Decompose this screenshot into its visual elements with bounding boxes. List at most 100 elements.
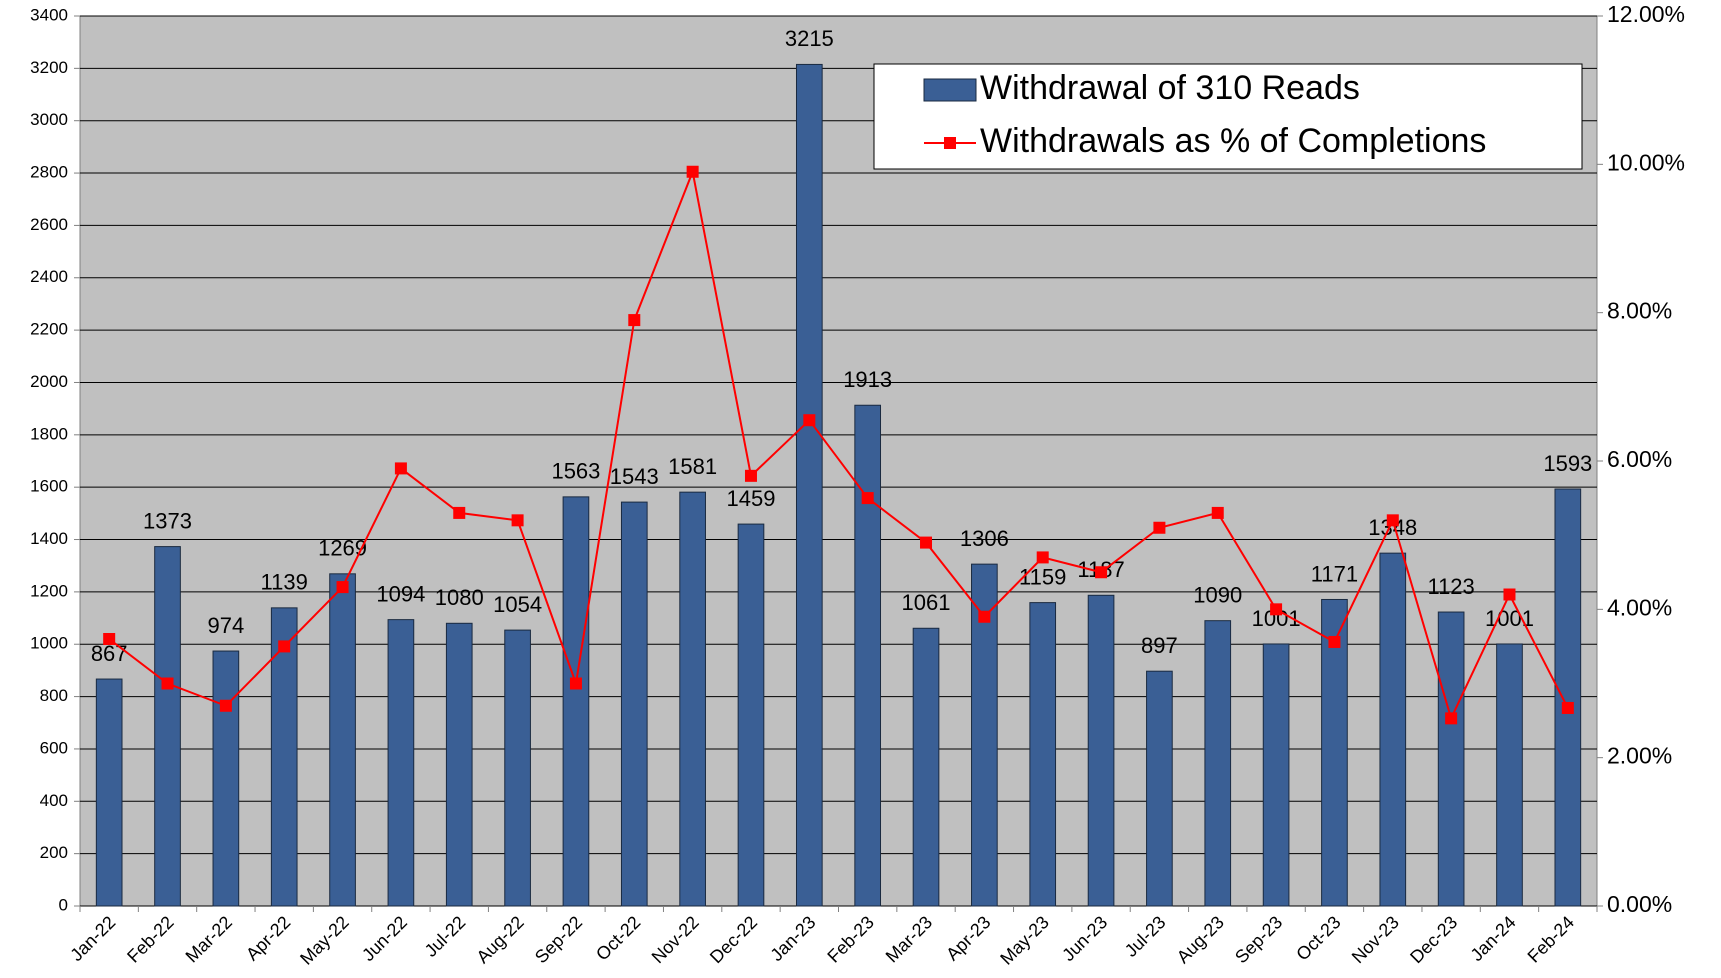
data-label: 1593 (1543, 451, 1592, 476)
data-label: 1061 (902, 590, 951, 615)
bar (1087, 594, 1115, 907)
x-tick-label: Apr-22 (242, 912, 294, 964)
data-label: 1054 (493, 592, 542, 617)
line-marker (394, 462, 407, 475)
data-label: 974 (208, 613, 245, 638)
y2-tick-label: 8.00% (1607, 298, 1672, 324)
x-tick-label: Nov-22 (648, 912, 703, 967)
bar (212, 650, 240, 907)
line-marker (1445, 712, 1458, 725)
bar (1204, 620, 1232, 907)
bar (95, 678, 123, 907)
bar (679, 491, 706, 907)
x-tick-label: Jan-23 (766, 912, 819, 965)
data-label: 1269 (318, 536, 367, 561)
x-tick-label: Apr-23 (942, 912, 994, 964)
y-tick-label: 1600 (30, 477, 68, 496)
x-tick-label: Jun-22 (358, 912, 411, 965)
line-marker (1036, 551, 1049, 564)
y-tick-label: 3200 (30, 58, 68, 77)
data-label: 1581 (668, 454, 717, 479)
y-tick-label: 800 (40, 686, 68, 705)
data-label: 1543 (610, 464, 659, 489)
bar (912, 627, 940, 907)
y-tick-label: 2800 (30, 163, 68, 182)
line-marker (1328, 635, 1341, 648)
line-marker (1270, 603, 1283, 616)
line-marker (1211, 506, 1224, 519)
bar (1496, 643, 1523, 907)
line-marker (103, 633, 116, 645)
line-marker (1386, 514, 1399, 527)
line-marker (744, 469, 757, 482)
bar (1379, 552, 1407, 907)
x-tick-label: Mar-23 (882, 912, 936, 966)
x-tick-label: Oct-23 (1292, 912, 1344, 964)
data-label: 1373 (143, 508, 192, 533)
bar (620, 501, 648, 907)
x-tick-label: Feb-24 (1524, 912, 1578, 966)
data-label: 1090 (1193, 582, 1242, 607)
line-marker (861, 492, 874, 505)
data-label: 1171 (1311, 561, 1358, 586)
line-marker (161, 677, 174, 690)
bar (795, 63, 823, 907)
legend-swatch (944, 137, 956, 149)
y-tick-label: 2000 (30, 372, 68, 391)
data-label: 1459 (727, 486, 776, 511)
bar (1146, 670, 1173, 907)
bar (737, 523, 765, 907)
line-marker (803, 414, 816, 427)
line (108, 168, 1569, 722)
y-tick-label: 2600 (30, 215, 68, 234)
data-label: 1139 (261, 570, 308, 595)
y-tick-label: 3000 (30, 110, 68, 129)
y2-tick-label: 12.00% (1607, 1, 1685, 27)
line-marker (628, 314, 641, 327)
line-marker (278, 640, 291, 653)
bar (504, 629, 531, 907)
data-label: 1123 (1427, 574, 1474, 599)
y-tick-label: 2200 (30, 320, 68, 339)
legend-box (873, 63, 1583, 170)
bar (562, 496, 590, 907)
x-tick-label: Oct-22 (592, 912, 644, 964)
bar (387, 619, 415, 907)
y-tick-label: 1000 (30, 634, 68, 653)
line-marker (569, 677, 582, 690)
legend-label: Withdrawals as % of Completions (980, 122, 1486, 160)
y-tick-label: 1800 (30, 424, 68, 443)
x-tick-label: Aug-22 (473, 912, 528, 967)
x-tick-label: May-23 (996, 912, 1053, 969)
legend-label: Withdrawal of 310 Reads (980, 69, 1360, 107)
bar (1321, 598, 1348, 907)
x-tick-label: Jun-23 (1058, 912, 1111, 965)
bar (1437, 611, 1465, 907)
y-tick-label: 3400 (30, 5, 68, 24)
x-tick-label: Jan-22 (66, 912, 119, 965)
line-marker (686, 165, 699, 178)
bar (1029, 602, 1057, 907)
x-tick-label: Feb-22 (123, 912, 177, 966)
y-tick-label: 2400 (30, 267, 68, 286)
bar (154, 546, 181, 907)
line-marker (1503, 588, 1516, 601)
x-tick-label: May-22 (296, 912, 353, 969)
line-marker (920, 536, 933, 549)
data-label: 1094 (376, 581, 425, 606)
y-tick-label: 600 (40, 738, 68, 757)
y-tick-label: 400 (40, 791, 68, 810)
line-marker (511, 514, 524, 527)
line-marker (453, 506, 466, 519)
bar (445, 622, 473, 907)
x-tick-label: Sep-23 (1231, 912, 1286, 967)
line-marker (1561, 701, 1574, 714)
x-tick-label: Jul-23 (1121, 912, 1170, 961)
line-marker (1153, 521, 1166, 534)
y2-tick-label: 6.00% (1607, 446, 1672, 472)
y-tick-label: 200 (40, 843, 68, 862)
x-tick-label: Sep-22 (531, 912, 586, 967)
bar (329, 573, 356, 907)
y-tick-label: 1400 (30, 529, 68, 548)
